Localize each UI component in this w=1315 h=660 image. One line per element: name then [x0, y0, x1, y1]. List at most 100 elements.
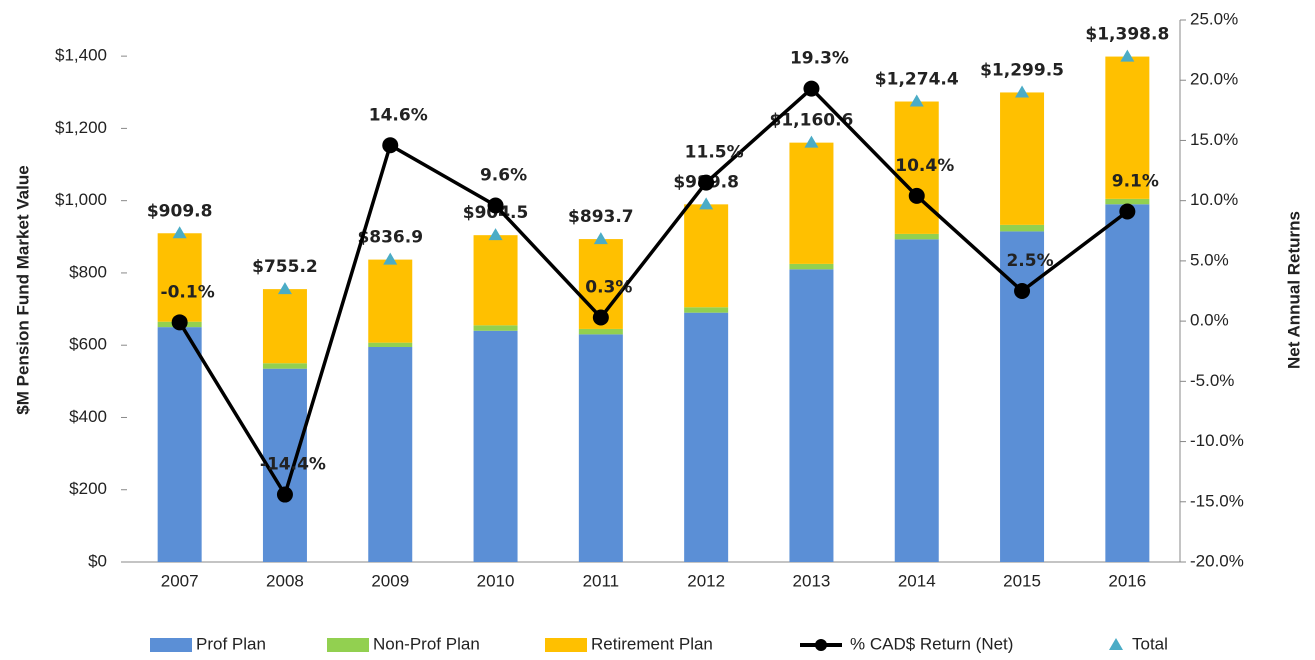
return-point — [1014, 283, 1031, 299]
return-label: 11.5% — [685, 143, 744, 163]
y-tick-label: $200 — [69, 479, 107, 498]
total-marker — [804, 135, 819, 148]
y2-tick-label: 10.0% — [1190, 190, 1238, 209]
y2-tick-label: -10.0% — [1190, 431, 1244, 450]
legend-swatch — [815, 639, 827, 651]
bar-segment — [1000, 92, 1045, 225]
bar-segment — [368, 259, 413, 343]
return-label: 0.3% — [585, 277, 632, 297]
return-label: 9.1% — [1112, 172, 1159, 192]
y2-tick-label: 0.0% — [1190, 311, 1229, 330]
return-point — [487, 197, 504, 214]
return-point — [382, 137, 399, 154]
bar-segment — [578, 328, 623, 335]
return-point — [908, 187, 925, 204]
y2-tick-label: 20.0% — [1190, 70, 1238, 89]
total-marker — [1120, 49, 1135, 62]
return-point — [171, 314, 188, 331]
bar-segment — [473, 330, 518, 562]
y-tick-label: $800 — [69, 262, 107, 281]
legend-swatch — [327, 638, 369, 652]
y-tick-label: $1,000 — [55, 190, 107, 209]
bar-segment — [262, 368, 307, 562]
bar-segment — [789, 263, 834, 270]
return-label: 10.4% — [895, 156, 954, 176]
x-tick-label: 2010 — [477, 571, 515, 590]
total-marker — [909, 94, 924, 107]
total-marker — [172, 226, 187, 239]
x-tick-label: 2008 — [266, 571, 304, 590]
bar-segment — [894, 233, 939, 240]
bar-segment — [368, 342, 413, 348]
y2-tick-label: 15.0% — [1190, 130, 1238, 149]
total-label: $909.8 — [147, 201, 213, 221]
legend-swatch — [150, 638, 192, 652]
y2-tick-label: 5.0% — [1190, 250, 1229, 269]
bar-segment — [578, 334, 623, 562]
y-tick-label: $400 — [69, 407, 107, 426]
y2-tick-label: -5.0% — [1190, 371, 1234, 390]
x-tick-label: 2014 — [898, 571, 936, 590]
bar-segment — [473, 235, 518, 326]
total-label: $1,274.4 — [875, 70, 959, 90]
return-label: 14.6% — [369, 105, 428, 125]
legend-label: Non-Prof Plan — [373, 634, 480, 653]
legend-label: Retirement Plan — [591, 634, 713, 653]
bar-segment — [789, 142, 834, 264]
x-tick-label: 2013 — [793, 571, 831, 590]
x-tick-label: 2007 — [161, 571, 199, 590]
legend-label: Total — [1132, 634, 1168, 653]
return-label: -0.1% — [161, 282, 215, 302]
bar-segment — [894, 239, 939, 562]
y2-tick-label: -20.0% — [1190, 551, 1244, 570]
y-tick-label: $600 — [69, 335, 107, 354]
x-tick-label: 2012 — [687, 571, 725, 590]
total-label: $1,160.6 — [770, 111, 854, 131]
bar-segment — [1105, 56, 1150, 199]
bar-segment — [684, 307, 729, 313]
return-label: 9.6% — [480, 165, 527, 185]
bar-segment — [789, 269, 834, 562]
x-tick-label: 2011 — [583, 571, 620, 590]
bar-segment — [473, 325, 518, 331]
y2-tick-label: 25.0% — [1190, 9, 1238, 28]
y-tick-label: $0 — [88, 551, 107, 570]
total-label: $893.7 — [568, 207, 634, 227]
total-marker — [1015, 85, 1030, 98]
bar-segment — [894, 101, 939, 234]
total-label: $1,398.8 — [1085, 25, 1169, 45]
legend-label: % CAD$ Return (Net) — [850, 634, 1013, 653]
bar-segment — [1105, 198, 1150, 205]
bar-segment — [262, 289, 307, 364]
legend-swatch — [1109, 638, 1123, 650]
total-marker — [593, 232, 608, 245]
x-tick-label: 2016 — [1108, 571, 1146, 590]
bar-segment — [262, 363, 307, 369]
y-tick-label: $1,200 — [55, 118, 107, 137]
y2-axis-title: Net Annual Returns — [1284, 211, 1303, 369]
x-tick-label: 2009 — [371, 571, 409, 590]
total-label: $1,299.5 — [980, 60, 1064, 80]
legend-swatch — [545, 638, 587, 652]
y-tick-label: $1,400 — [55, 46, 107, 65]
bar-segment — [684, 204, 729, 308]
total-label: $755.2 — [252, 257, 318, 277]
return-point — [803, 80, 820, 97]
bar-segment — [157, 233, 202, 322]
x-tick-label: 2015 — [1003, 571, 1041, 590]
total-marker — [277, 282, 292, 295]
y2-tick-label: -15.0% — [1190, 491, 1244, 510]
total-label: $836.9 — [357, 228, 423, 248]
return-point — [592, 309, 609, 326]
bar-segment — [1105, 204, 1150, 562]
return-label: 2.5% — [1006, 251, 1053, 271]
bar-segment — [157, 327, 202, 562]
bar-segment — [684, 312, 729, 562]
y-axis-title: $M Pension Fund Market Value — [13, 165, 32, 414]
return-point — [1119, 203, 1136, 220]
return-point — [698, 174, 715, 191]
return-point — [276, 486, 293, 503]
total-marker — [488, 228, 503, 241]
bar-segment — [368, 347, 413, 562]
